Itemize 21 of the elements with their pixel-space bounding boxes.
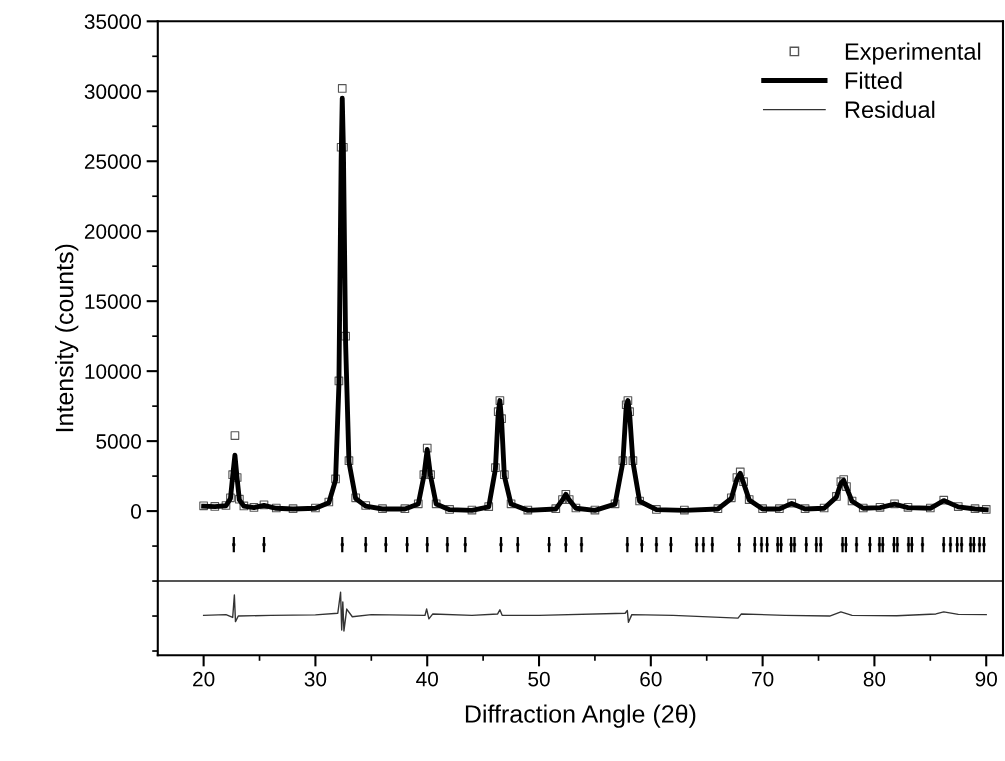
y-tick-label: 30000: [84, 84, 141, 100]
y-axis-title: Intensity (counts): [55, 244, 79, 432]
y-tick-label: 25000: [84, 154, 141, 169]
x-tick-label: 80: [863, 671, 886, 687]
y-tick-label: 5000: [96, 434, 141, 449]
x-tick-label: 40: [416, 671, 438, 687]
y-tick-label: 10000: [85, 364, 141, 379]
x-tick-label: 60: [640, 671, 662, 687]
legend-label: Residual: [845, 100, 935, 119]
x-tick-label: 50: [528, 671, 550, 687]
x-axis-title: Diffraction Angle (2θ): [465, 704, 696, 728]
legend-label: Fitted: [845, 71, 902, 89]
legend-label: Experimental: [845, 42, 981, 65]
x-tick-label: 30: [304, 671, 327, 687]
x-tick-label: 20: [193, 671, 215, 687]
x-tick-label: 70: [752, 671, 774, 687]
y-tick-label: 35000: [84, 14, 141, 30]
y-tick-label: 15000: [85, 294, 141, 309]
y-tick-label: 0: [131, 504, 141, 519]
x-tick-label: 90: [975, 671, 997, 687]
y-tick-label: 20000: [84, 224, 141, 239]
